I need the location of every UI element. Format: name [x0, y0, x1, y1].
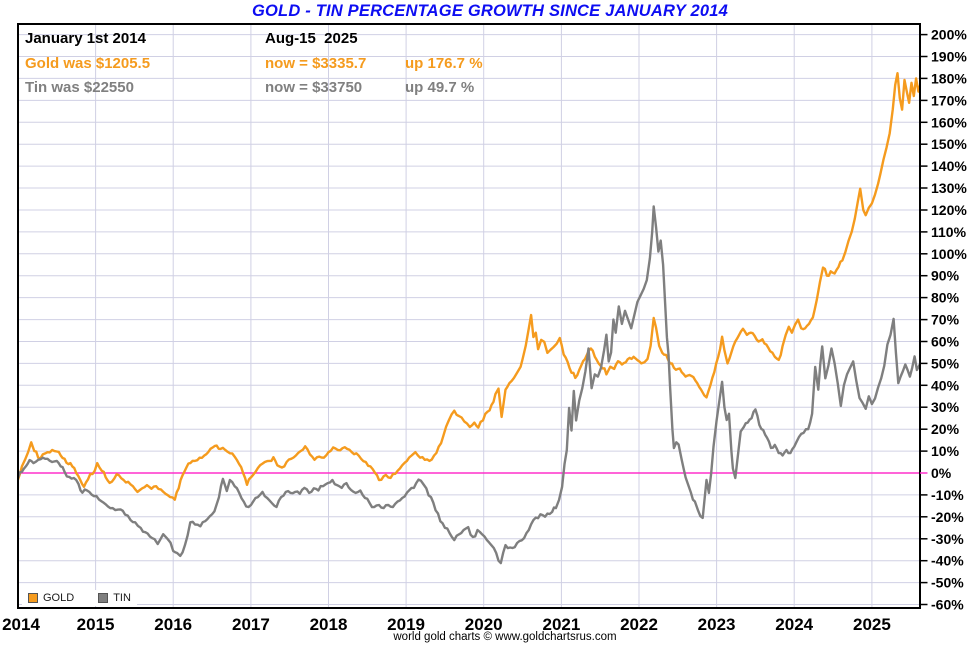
- x-tick-label: 2018: [310, 615, 348, 634]
- x-tick-label: 2014: [2, 615, 40, 634]
- chart-title: GOLD - TIN PERCENTAGE GROWTH SINCE JANUA…: [251, 2, 729, 20]
- y-tick-label: 120%: [931, 202, 967, 218]
- y-tick-label: 180%: [931, 70, 967, 86]
- y-tick-label: -10%: [931, 487, 964, 503]
- x-tick-label: 2015: [77, 615, 115, 634]
- y-tick-label: 10%: [931, 443, 960, 459]
- y-tick-label: 40%: [931, 377, 960, 393]
- y-tick-label: 110%: [931, 224, 967, 240]
- y-tick-label: 80%: [931, 290, 960, 306]
- x-tick-label: 2017: [232, 615, 270, 634]
- y-tick-label: 60%: [931, 334, 960, 350]
- info-tin-change: up 49.7 %: [405, 79, 475, 96]
- y-tick-label: 130%: [931, 180, 967, 196]
- y-tick-label: -30%: [931, 531, 964, 547]
- y-tick-label: 140%: [931, 158, 967, 174]
- y-tick-label: -50%: [931, 575, 964, 591]
- x-tick-label: 2023: [698, 615, 736, 634]
- info-tin-now: now = $33750: [265, 79, 363, 96]
- y-tick-label: 20%: [931, 421, 960, 437]
- x-tick-label: 2020: [465, 615, 503, 634]
- source-caption: world gold charts © www.goldchartsrus.co…: [393, 631, 617, 643]
- y-tick-label: 100%: [931, 246, 967, 262]
- y-tick-label: 200%: [931, 27, 967, 43]
- x-tick-label: 2024: [775, 615, 813, 634]
- legend-item-gold: GOLD: [28, 592, 74, 604]
- tin-series-line: [18, 205, 920, 565]
- legend-gold-label: GOLD: [43, 592, 75, 604]
- x-tick-label: 2019: [387, 615, 425, 634]
- info-start-date: January 1st 2014: [25, 30, 146, 47]
- y-tick-label: 90%: [931, 268, 960, 284]
- y-tick-label: -60%: [931, 597, 964, 613]
- x-tick-label: 2016: [154, 615, 192, 634]
- legend-tin-label: TIN: [113, 592, 131, 604]
- tin-swatch-icon: [98, 593, 109, 603]
- y-tick-label: 50%: [931, 355, 960, 371]
- plot-border: [17, 23, 921, 609]
- y-tick-label: 150%: [931, 136, 967, 152]
- info-gold-now: now = $3335.7: [265, 55, 367, 72]
- gold-swatch-icon: [28, 593, 38, 603]
- y-tick-label: 70%: [931, 312, 960, 328]
- y-tick-label: 170%: [931, 92, 967, 108]
- gold-series-line: [18, 72, 920, 501]
- x-tick-label: 2022: [620, 615, 658, 634]
- legend: GOLD TIN: [22, 590, 137, 606]
- info-gold-start: Gold was $1205.5: [25, 55, 151, 72]
- info-tin-start: Tin was $22550: [25, 79, 134, 96]
- y-tick-label: 190%: [931, 49, 967, 65]
- x-tick-label: 2025: [853, 615, 891, 634]
- y-tick-label: -40%: [931, 553, 964, 569]
- info-gold-change: up 176.7 %: [405, 55, 483, 72]
- x-tick-label: 2021: [542, 615, 580, 634]
- y-tick-label: 0%: [931, 465, 952, 481]
- y-tick-label: 30%: [931, 399, 960, 415]
- info-end-date: Aug-15 2025: [265, 30, 358, 47]
- y-tick-label: 160%: [931, 114, 967, 130]
- y-tick-label: -20%: [931, 509, 964, 525]
- legend-item-tin: TIN: [98, 592, 131, 604]
